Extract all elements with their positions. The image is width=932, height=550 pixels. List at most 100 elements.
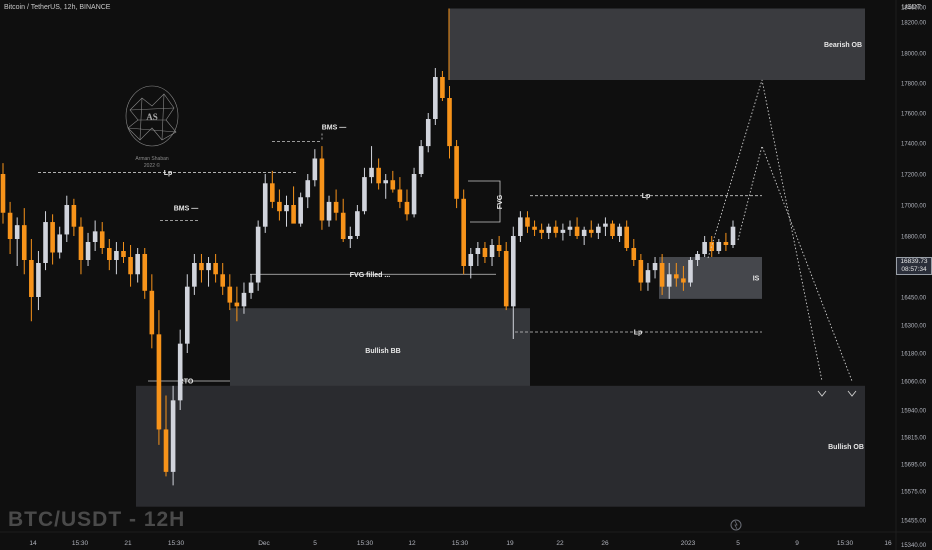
candle-body[interactable]: [149, 290, 155, 335]
candle-body[interactable]: [291, 205, 296, 224]
candle-body[interactable]: [723, 242, 729, 245]
candle-body[interactable]: [496, 245, 502, 251]
candle-body[interactable]: [333, 201, 339, 213]
candle-body[interactable]: [0, 174, 6, 213]
candle-body[interactable]: [716, 242, 722, 251]
candle-body[interactable]: [340, 212, 346, 239]
candle-body[interactable]: [503, 251, 509, 307]
candle-body[interactable]: [673, 274, 679, 279]
candle-body[interactable]: [347, 236, 353, 239]
candle-body[interactable]: [270, 183, 275, 202]
candle-body[interactable]: [234, 302, 240, 307]
candle-body[interactable]: [128, 257, 133, 275]
candle-body[interactable]: [255, 226, 261, 283]
candle-body[interactable]: [695, 254, 700, 260]
candle-body[interactable]: [475, 248, 481, 254]
candle-body[interactable]: [631, 248, 637, 260]
candle-body[interactable]: [326, 201, 332, 221]
candle-body[interactable]: [702, 242, 707, 254]
candle-body[interactable]: [206, 263, 211, 271]
candle-body[interactable]: [666, 274, 672, 287]
candle-body[interactable]: [546, 226, 552, 233]
candle-body[interactable]: [688, 260, 693, 283]
candle-body[interactable]: [170, 400, 176, 472]
candle-body[interactable]: [518, 217, 523, 236]
candle-body[interactable]: [567, 226, 573, 230]
candle-body[interactable]: [440, 77, 445, 98]
candle-body[interactable]: [85, 242, 91, 260]
candle-body[interactable]: [71, 205, 77, 227]
candle-body[interactable]: [383, 180, 389, 184]
candle-body[interactable]: [319, 158, 325, 221]
candle-body[interactable]: [177, 343, 183, 401]
candle-body[interactable]: [355, 211, 360, 236]
candle-body[interactable]: [603, 223, 608, 227]
candle-body[interactable]: [709, 242, 715, 251]
candle-body[interactable]: [50, 222, 55, 253]
candle-body[interactable]: [220, 274, 226, 287]
candle-body[interactable]: [730, 226, 736, 245]
candle-body[interactable]: [659, 263, 665, 287]
candle-body[interactable]: [461, 198, 466, 266]
candle-body[interactable]: [454, 146, 459, 199]
candle-body[interactable]: [121, 251, 126, 257]
candle-body[interactable]: [57, 234, 63, 253]
projection-path-2[interactable]: [737, 144, 853, 382]
candle-body[interactable]: [369, 167, 374, 178]
candle-body[interactable]: [14, 225, 20, 239]
candle-body[interactable]: [305, 180, 311, 198]
candle-body[interactable]: [553, 226, 559, 233]
candle-body[interactable]: [156, 334, 162, 430]
candle-body[interactable]: [78, 226, 84, 260]
candle-body[interactable]: [624, 226, 629, 248]
candle-body[interactable]: [638, 260, 644, 283]
replay-icon[interactable]: [730, 519, 742, 531]
candle-body[interactable]: [468, 254, 474, 266]
candle-body[interactable]: [107, 248, 112, 260]
candle-body[interactable]: [227, 286, 233, 303]
candle-body[interactable]: [163, 429, 169, 472]
candle-body[interactable]: [411, 174, 417, 215]
candle-body[interactable]: [184, 286, 190, 344]
candle-body[interactable]: [510, 236, 516, 307]
candle-body[interactable]: [248, 282, 254, 293]
candle-body[interactable]: [645, 270, 651, 283]
candle-body[interactable]: [241, 292, 247, 307]
candle-body[interactable]: [617, 226, 622, 236]
zone-bearish-ob[interactable]: [449, 8, 865, 81]
candle-body[interactable]: [29, 260, 34, 297]
candle-body[interactable]: [21, 225, 27, 260]
candle-body[interactable]: [581, 229, 587, 236]
candle-body[interactable]: [397, 189, 403, 202]
candle-body[interactable]: [425, 119, 431, 147]
candle-body[interactable]: [92, 231, 98, 242]
candle-body[interactable]: [532, 226, 537, 230]
candle-body[interactable]: [376, 167, 381, 184]
candle-body[interactable]: [213, 263, 218, 275]
zone-bullish-bb[interactable]: [230, 308, 530, 394]
candle-body[interactable]: [36, 263, 41, 297]
projection-path-1[interactable]: [707, 79, 823, 382]
candle-body[interactable]: [404, 201, 410, 215]
candle-body[interactable]: [610, 223, 615, 236]
candle-body[interactable]: [482, 248, 488, 257]
candle-body[interactable]: [433, 77, 438, 119]
candle-body[interactable]: [681, 278, 686, 283]
candle-body[interactable]: [489, 245, 495, 257]
candle-body[interactable]: [390, 180, 396, 190]
candle-body[interactable]: [284, 205, 289, 212]
candle-body[interactable]: [114, 251, 119, 260]
candle-body[interactable]: [199, 263, 204, 271]
candle-body[interactable]: [192, 263, 197, 287]
candle-body[interactable]: [447, 98, 452, 147]
candle-body[interactable]: [525, 217, 530, 227]
zone-bullish-ob[interactable]: [136, 385, 865, 507]
candle-body[interactable]: [560, 229, 566, 233]
candle-body[interactable]: [277, 201, 282, 212]
candle-body[interactable]: [588, 229, 594, 233]
candle-body[interactable]: [418, 146, 424, 174]
candle-body[interactable]: [142, 254, 148, 291]
candle-body[interactable]: [574, 226, 580, 236]
candle-body[interactable]: [539, 229, 544, 233]
